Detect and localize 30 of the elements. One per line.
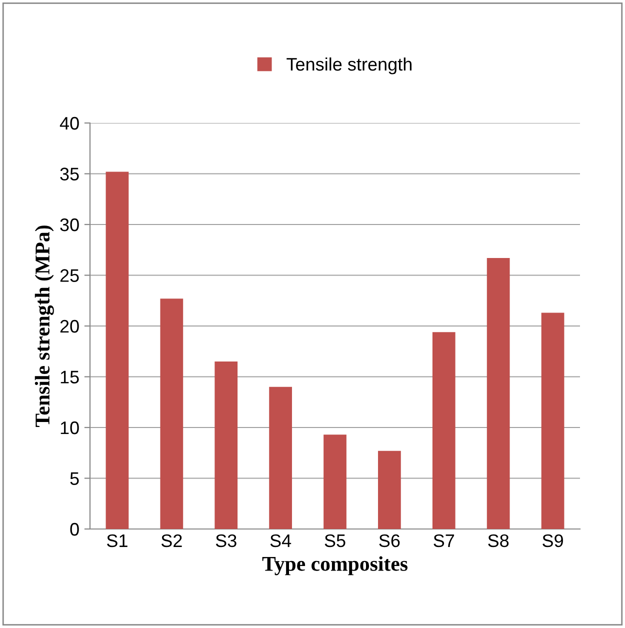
y-tick-label: 0 xyxy=(70,522,79,536)
bar xyxy=(214,362,238,529)
y-tick-label: 40 xyxy=(60,116,79,130)
y-tick-label: 20 xyxy=(60,320,79,333)
bar xyxy=(324,434,346,529)
x-tick-label: S3 xyxy=(216,534,236,548)
y-tick-label: 25 xyxy=(60,269,79,282)
legend-label: Tensile strength xyxy=(286,57,412,74)
y-tick-label: 35 xyxy=(60,168,79,180)
y-tick-label: 30 xyxy=(60,218,79,232)
bar xyxy=(486,258,510,529)
x-tick-label: S4 xyxy=(270,534,292,548)
x-tick-label: S8 xyxy=(488,534,509,548)
bar xyxy=(541,312,564,529)
y-axis-title: Tensile strength (MPa) xyxy=(34,226,54,427)
x-axis-title: Type composites xyxy=(262,556,408,576)
x-tick-label: S7 xyxy=(434,534,454,548)
bar xyxy=(432,332,456,529)
x-tick-label: S2 xyxy=(161,534,182,548)
x-tick-label: S9 xyxy=(542,534,563,548)
x-tick-label: S5 xyxy=(324,534,346,548)
bar xyxy=(106,172,129,529)
x-tick-label: S6 xyxy=(379,534,400,548)
bar xyxy=(269,386,292,529)
bar xyxy=(160,298,184,529)
y-tick-label: 15 xyxy=(60,370,79,384)
x-tick-label: S1 xyxy=(107,534,128,548)
bar xyxy=(378,450,401,529)
y-tick-label: 5 xyxy=(70,472,79,485)
y-tick-label: 10 xyxy=(60,421,79,434)
